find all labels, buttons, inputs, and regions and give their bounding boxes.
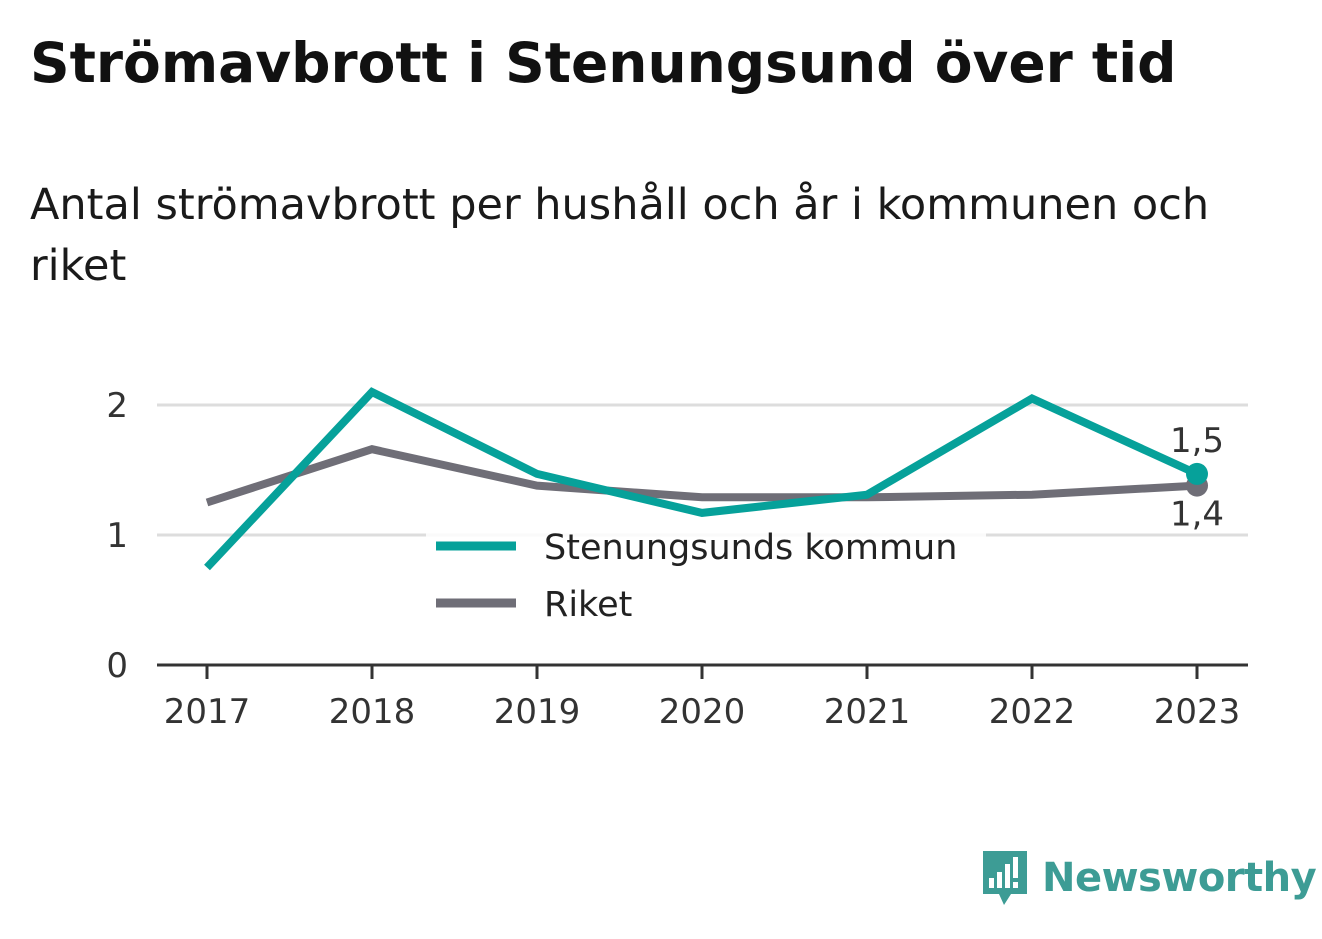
series-lines [204, 387, 1208, 571]
legend-label: Stenungsunds kommun [544, 528, 957, 568]
newsworthy-logo: Newsworthy [980, 848, 1317, 908]
legend-background [426, 515, 986, 635]
series-end-point [1186, 462, 1208, 485]
end-value-label: 1,4 [1170, 495, 1224, 535]
end-labels: 1,5 1,4 [1167, 418, 1227, 538]
x-axis-tick-labels: 2017 2018 2019 2020 2021 2022 2023 [164, 692, 1241, 732]
y-tick-label: 1 [106, 516, 128, 556]
legend-label: Riket [544, 585, 632, 625]
x-tick-label: 2021 [824, 692, 911, 732]
y-tick-label: 0 [106, 646, 128, 686]
end-value-label: 1,5 [1170, 421, 1224, 461]
series-line [204, 387, 1199, 571]
x-tick-label: 2020 [659, 692, 746, 732]
x-axis [157, 663, 1248, 679]
x-tick-label: 2017 [164, 692, 251, 732]
brand-name: Newsworthy [1042, 855, 1317, 901]
x-tick-label: 2018 [329, 692, 416, 732]
bar-chart-speech-bubble-icon [983, 851, 1027, 905]
x-tick-label: 2023 [1154, 692, 1241, 732]
y-axis-tick-labels: 0 1 2 [106, 386, 128, 686]
series-line [205, 445, 1198, 507]
y-tick-label: 2 [106, 386, 128, 426]
legend: Stenungsunds kommun Riket [426, 515, 986, 635]
chart-subtitle: Antal strömavbrott per hushåll och år i … [30, 180, 1210, 291]
chart-title: Strömavbrott i Stenungsund över tid [30, 31, 1177, 95]
x-tick-label: 2022 [989, 692, 1076, 732]
x-tick-label: 2019 [494, 692, 581, 732]
